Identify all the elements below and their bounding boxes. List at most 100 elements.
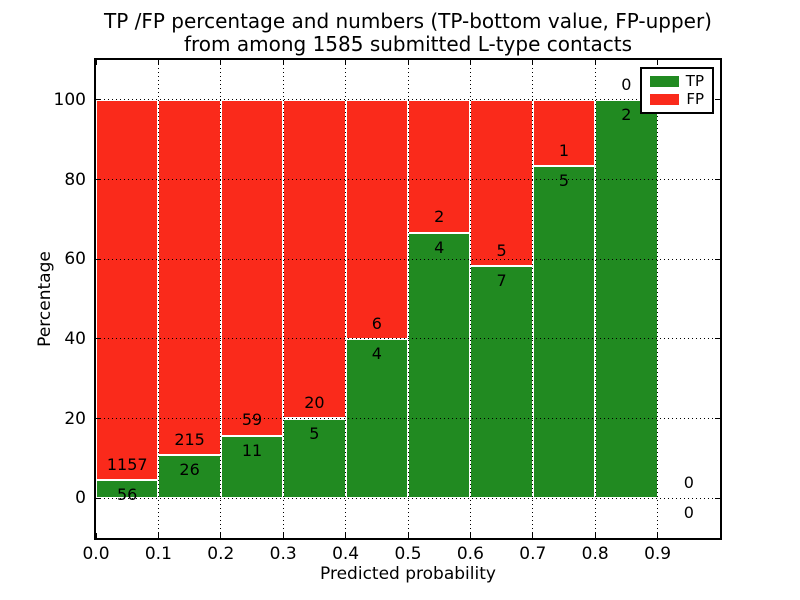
fp-count-label: 2 xyxy=(434,207,445,227)
plot-area-frame xyxy=(94,58,722,540)
x-tick-top xyxy=(282,60,284,65)
x-tick-label: 0.9 xyxy=(644,544,672,564)
x-tick-top xyxy=(95,60,97,65)
tp-count-label: 2 xyxy=(621,104,632,124)
legend-row-fp: FP xyxy=(650,92,704,107)
x-tick-top xyxy=(657,60,659,65)
bar-tp-segment xyxy=(96,479,159,499)
bar-tp-segment xyxy=(595,99,658,499)
tp-count-label: 26 xyxy=(179,460,200,480)
bar-fp-segment xyxy=(158,99,221,456)
y-tick-right xyxy=(715,418,720,419)
x-tick-bottom xyxy=(594,533,596,538)
x-tick-label: 0.1 xyxy=(144,544,172,564)
y-tick-left xyxy=(96,338,101,340)
bar-fp-segment xyxy=(470,99,533,266)
legend-swatch-tp-icon xyxy=(650,76,679,87)
chart-title-line-1: TP /FP percentage and numbers (TP-bottom… xyxy=(104,9,712,33)
x-tick-bottom xyxy=(407,533,409,538)
fp-count-label: 1 xyxy=(558,141,570,161)
x-gridline xyxy=(220,60,222,538)
y-tick-label: 80 xyxy=(64,169,86,190)
legend: TP FP xyxy=(640,67,714,114)
x-tick-label: 0.3 xyxy=(269,544,297,564)
x-tick-label: 0.7 xyxy=(519,544,547,564)
y-tick-label: 100 xyxy=(53,89,86,110)
y-tick-label: 0 xyxy=(75,488,86,509)
x-tick-bottom xyxy=(345,533,347,538)
bar-tp-segment xyxy=(220,435,284,499)
y-tick-label: 40 xyxy=(64,328,86,349)
tp-count-label: 0 xyxy=(683,503,694,523)
x-tick-bottom xyxy=(95,533,97,538)
y-tick-right xyxy=(715,497,720,499)
bar-tp-segment xyxy=(283,418,346,499)
tp-count-label: 5 xyxy=(309,423,320,443)
y-tick-left xyxy=(96,179,101,180)
fp-count-label: 5 xyxy=(496,240,507,260)
fp-count-label: 59 xyxy=(241,410,263,430)
x-tick-bottom xyxy=(282,533,284,538)
y-tick-left xyxy=(96,418,101,419)
bar-fp-segment xyxy=(96,99,159,480)
x-tick-label: 0.4 xyxy=(332,544,360,564)
tp-count-label: 4 xyxy=(434,237,445,257)
x-tick-label: 0.6 xyxy=(456,544,484,564)
x-tick-top xyxy=(469,60,471,65)
y-tick-left xyxy=(96,99,101,101)
bar-fp-segment xyxy=(220,99,284,436)
bar-fp-segment xyxy=(345,99,408,339)
x-tick-top xyxy=(532,60,534,65)
legend-label-tp: TP xyxy=(685,72,704,90)
x-tick-top xyxy=(594,60,596,65)
x-tick-label: 0.0 xyxy=(82,544,110,564)
x-tick-label: 0.2 xyxy=(207,544,235,564)
x-tick-bottom xyxy=(532,533,534,538)
fp-count-label: 0 xyxy=(683,473,694,493)
chart-title-line-2: from among 1585 submitted L-type contact… xyxy=(183,32,633,56)
x-tick-top xyxy=(157,60,159,65)
tp-count-label: 7 xyxy=(496,270,507,290)
x-tick-bottom xyxy=(157,533,159,538)
y-tick-right xyxy=(715,258,720,260)
x-axis-label: Predicted probability xyxy=(320,564,496,584)
tp-count-label: 5 xyxy=(558,171,570,191)
x-gridline xyxy=(532,60,534,538)
x-tick-top xyxy=(220,60,222,65)
tp-count-label: 11 xyxy=(241,440,263,460)
x-tick-bottom xyxy=(220,533,222,538)
x-tick-top xyxy=(407,60,409,65)
bar-fp-segment xyxy=(408,99,471,233)
x-tick-top xyxy=(345,60,347,65)
chart-title: TP /FP percentage and numbers (TP-bottom… xyxy=(96,10,720,56)
x-gridline xyxy=(594,60,596,538)
bar-fp-segment xyxy=(532,99,596,167)
x-gridline xyxy=(469,60,471,538)
y-tick-left xyxy=(96,258,101,260)
bar-tp-segment xyxy=(408,232,471,499)
x-tick-label: 0.5 xyxy=(394,544,422,564)
x-tick-label: 0.8 xyxy=(581,544,609,564)
tp-count-label: 56 xyxy=(117,484,138,504)
y-tick-right xyxy=(715,338,720,340)
x-gridline xyxy=(157,60,159,538)
fp-count-label: 215 xyxy=(174,430,205,450)
x-gridline xyxy=(282,60,284,538)
legend-label-fp: FP xyxy=(686,90,704,108)
y-tick-label: 60 xyxy=(64,249,86,270)
y-tick-right xyxy=(715,99,720,101)
legend-swatch-fp-icon xyxy=(650,94,680,105)
x-gridline xyxy=(407,60,409,538)
x-tick-bottom xyxy=(469,533,471,538)
bar-tp-segment xyxy=(532,166,596,499)
x-gridline xyxy=(657,60,659,538)
y-tick-label: 20 xyxy=(64,408,86,429)
bar-tp-segment xyxy=(470,265,533,499)
x-gridline xyxy=(345,60,347,538)
tp-count-label: 4 xyxy=(371,343,382,363)
x-tick-bottom xyxy=(657,533,659,538)
y-tick-right xyxy=(715,179,720,180)
legend-row-tp: TP xyxy=(650,74,704,89)
fp-count-label: 0 xyxy=(621,74,632,94)
fp-count-label: 20 xyxy=(304,393,325,413)
